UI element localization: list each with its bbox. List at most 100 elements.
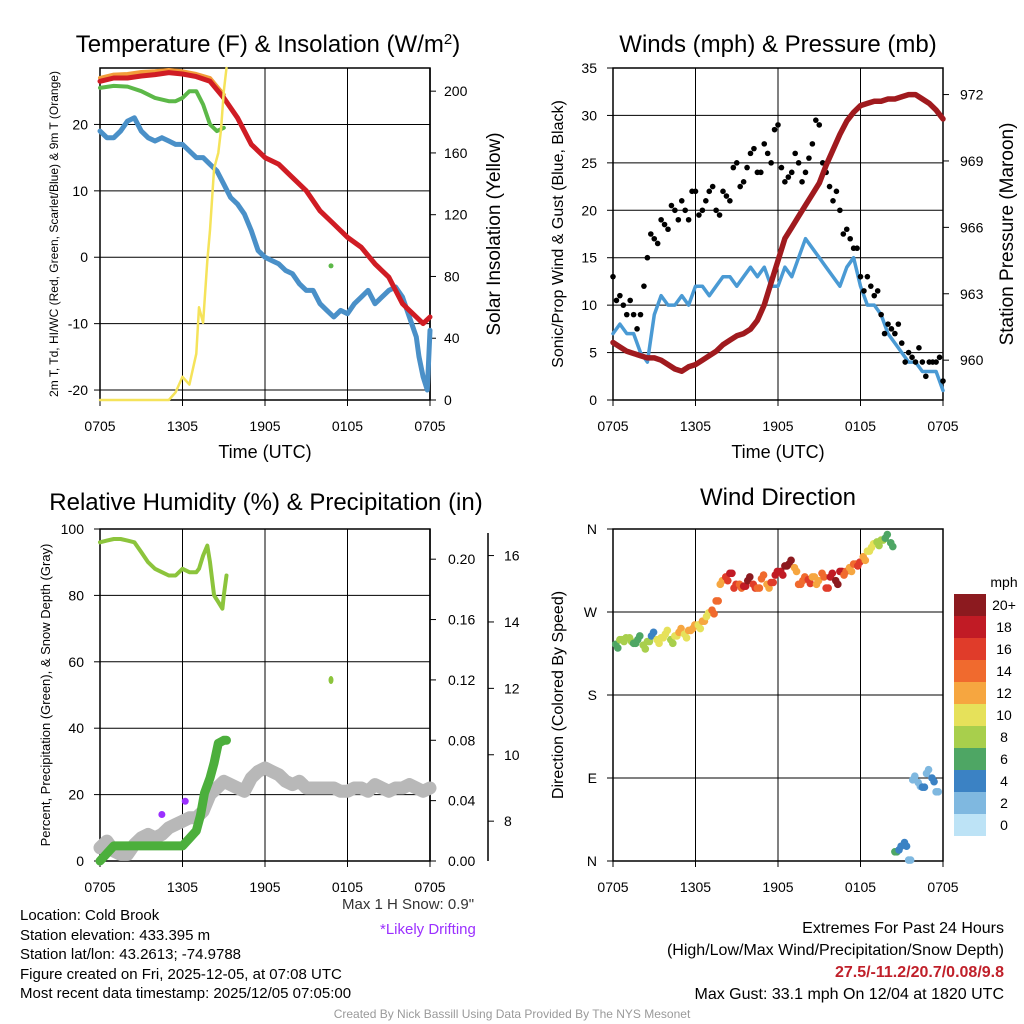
insolation-tick-label: 0: [444, 392, 452, 408]
legend-swatch: [954, 814, 986, 836]
gust-point: [696, 212, 702, 218]
max-gust: Max Gust: 33.1 mph On 12/04 at 1820 UTC: [694, 986, 1005, 1003]
direction-point: [920, 783, 929, 792]
legend-swatch: [954, 704, 986, 726]
gust-point: [878, 311, 884, 318]
rh-y-tick-label: 80: [68, 587, 84, 603]
insolation-y-label: Solar Insolation (Yellow): [484, 132, 505, 335]
legend-label: 10: [996, 707, 1012, 723]
snow-depth-line: [93, 761, 437, 861]
legend-swatch: [954, 638, 986, 660]
x-tick-label-3: 1305: [167, 879, 198, 895]
gust-point: [826, 183, 833, 190]
direction-y-label: Direction (Colored By Speed): [550, 591, 567, 799]
rh-y-tick-label: 0: [76, 853, 84, 869]
direction-point: [824, 584, 832, 592]
pressure-tick-label: 963: [960, 286, 984, 302]
gust-point: [720, 188, 726, 195]
x-tick-label-1: 1905: [249, 418, 280, 434]
rh-y-tick-label: 100: [61, 521, 85, 537]
station-elevation: Station elevation: 433.395 m: [20, 926, 211, 944]
gust-point: [923, 373, 929, 380]
temp-y-tick-label: -10: [68, 316, 88, 332]
gust-point: [871, 292, 878, 299]
legend-label: 14: [996, 663, 1012, 679]
gust-point: [936, 354, 943, 361]
drift-point: [158, 811, 166, 819]
x-tick-label-4: 0705: [597, 879, 628, 895]
direction-point: [728, 569, 736, 578]
legend-label: 18: [996, 619, 1012, 635]
legend-swatch: [954, 770, 986, 792]
insolation-tick-label: 120: [444, 207, 468, 223]
gust-point: [840, 231, 847, 237]
wind-y-tick-label: 20: [581, 202, 597, 218]
gust-point: [909, 354, 915, 361]
gust-point: [730, 164, 737, 171]
temp-chart-title: Temperature (F) & Insolation (W/m2): [76, 31, 460, 59]
temp-y-tick-label: 10: [72, 183, 88, 199]
figure-created: Figure created on Fri, 2025-12-05, at 07…: [20, 965, 342, 983]
gust-point: [916, 345, 922, 351]
extremes-subtitle: (High/Low/Max Wind/Precipitation/Snow De…: [666, 942, 1004, 959]
windchill-line: [97, 115, 433, 393]
dir-y-tick-label: N: [587, 521, 597, 537]
direction-point: [861, 556, 870, 565]
direction-point: [641, 645, 650, 653]
gust-point: [644, 254, 651, 261]
insolation-tick-label: 200: [444, 83, 468, 99]
gust-point: [675, 216, 682, 223]
gust-point: [699, 207, 706, 214]
gust-point: [888, 326, 895, 332]
dir-y-tick-label: N: [587, 853, 597, 869]
gust-point: [668, 202, 675, 209]
wind-y-tick-label: 10: [581, 297, 597, 313]
gust-point: [854, 245, 860, 252]
winds-y-label: Sonic/Prop Wind & Gust (Blue, Black): [550, 100, 567, 368]
station-latlon: Station lat/lon: 43.2613; -74.9788: [20, 946, 242, 963]
x-tick-label-1: 0705: [414, 418, 445, 434]
gust-point: [740, 179, 747, 185]
rh-y-tick-label: 40: [68, 720, 84, 736]
gust-point: [868, 283, 874, 289]
rh-y-tick-label: 20: [68, 787, 84, 803]
direction-chart-title: Wind Direction: [700, 484, 856, 511]
gust-point: [768, 160, 774, 166]
precip-tick-label: 0.20: [448, 551, 475, 567]
plot-frame-2: [612, 67, 944, 401]
gust-point: [788, 169, 795, 176]
drifting-annotation: *Likely Drifting: [380, 921, 476, 938]
gust-point: [751, 145, 757, 152]
gust-point: [861, 288, 867, 294]
rh-y-tick-label: 60: [68, 654, 84, 670]
direction-point: [614, 644, 622, 652]
gust-point: [654, 240, 661, 247]
precip-tick-label: 0.16: [448, 612, 475, 628]
precip-tick-label: 0.04: [448, 793, 475, 809]
pressure-tick-label: 972: [960, 87, 984, 103]
gust-point: [620, 302, 627, 308]
snow-tick-label: 8: [504, 813, 512, 829]
direction-point: [883, 530, 892, 539]
gust-point: [885, 321, 891, 327]
pressure-y-label: Station Pressure (Maroon): [997, 123, 1018, 346]
humidity-y-label: Percent, Precipitation (Green), & Snow D…: [38, 544, 53, 847]
gust-point: [648, 231, 654, 237]
legend-swatch: [954, 682, 986, 704]
gust-point: [733, 160, 740, 166]
wind-y-tick-label: 5: [589, 345, 597, 361]
gust-point: [727, 198, 733, 204]
gust-point: [898, 340, 905, 346]
gust-point: [630, 311, 637, 318]
gust-point: [703, 198, 709, 204]
wind-y-tick-label: 15: [581, 250, 597, 266]
gust-point: [847, 235, 853, 242]
precip-tick-label: 0.12: [448, 672, 475, 688]
extremes-panel: Extremes For Past 24 Hours (High/Low/Max…: [667, 918, 1004, 1006]
legend-title: mph: [990, 574, 1017, 590]
legend-swatch: [954, 660, 986, 682]
rh-line: [98, 537, 229, 611]
direction-point: [759, 571, 768, 579]
dir-y-tick-label: W: [584, 604, 598, 620]
gust-point: [661, 221, 668, 228]
